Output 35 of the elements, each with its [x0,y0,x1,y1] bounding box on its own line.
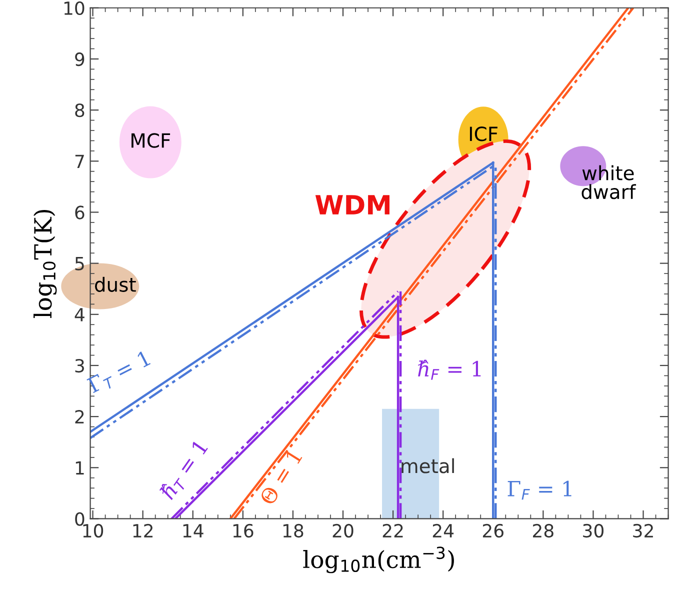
annotation: MCF [132,133,170,148]
x-tick-label: 14 [183,524,204,538]
y-axis-title: log$_{10}$T(K) [34,210,57,318]
y-tick-label: 8 [75,104,84,118]
annotation: dust [95,276,136,292]
x-tick-label: 16 [233,524,254,538]
y-tick-label: 0 [75,512,84,526]
x-tick-label: 26 [482,524,504,538]
y-tick-label: 10 [64,1,84,15]
x-tick-label: 32 [633,524,653,538]
annotation: metal [402,458,454,474]
y-tick-label: 9 [75,52,84,66]
y-tick-label: 6 [75,206,84,220]
x-tick-label: 24 [432,524,454,538]
x-tick-label: 12 [133,524,153,538]
y-tick-label: 5 [75,257,84,270]
y-tick-label: 7 [75,154,84,168]
annotation: Γ$_{F}$ = 1 [508,480,572,500]
y-tick-label: 3 [75,358,84,373]
annotation: WDM [315,195,390,214]
annotation: Θ = 1 [258,449,302,506]
x-tick-label: 18 [283,524,304,538]
annotation: ICF [470,126,498,142]
x-tick-label: 28 [533,524,554,538]
annotation: Γ$_{T}$ = 1 [86,350,152,396]
y-tick-label: 2 [75,410,84,424]
annotation: white dwarf [582,165,636,200]
x-tick-label: 30 [583,524,604,538]
annotation: ℏ̂$_{F}$ = 1 [418,360,481,380]
y-tick-label: 4 [74,308,84,322]
x-tick-label: 20 [332,524,354,538]
y-tick-label: 1 [76,461,84,475]
x-tick-label: 22 [382,524,403,538]
annotation: ℏ̂$_{T}$ = 1 [158,438,211,502]
x-axis-title: log$_{10}$n(cm$^{−3}$) [303,546,454,574]
